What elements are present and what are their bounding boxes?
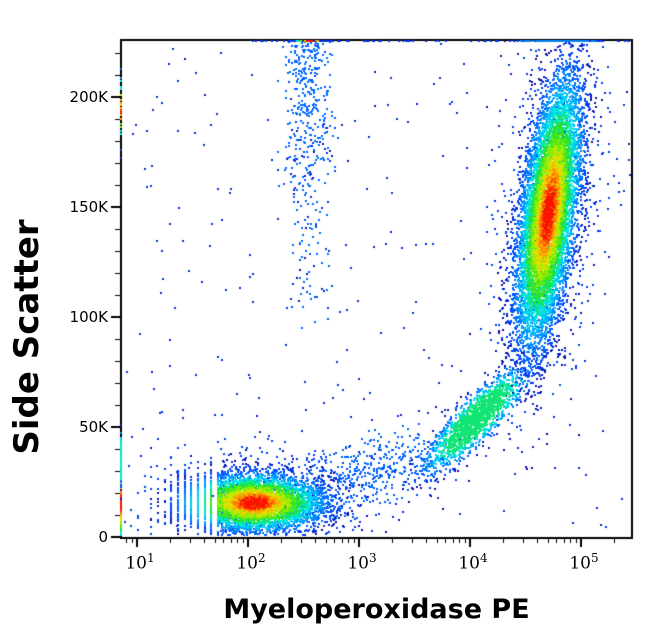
y-tick-label-50K: 50K — [79, 418, 108, 436]
x-tick-label-10e3: 103 — [347, 551, 377, 574]
x-tick-label-10e5: 105 — [569, 551, 599, 574]
y-tick-label-200K: 200K — [69, 88, 108, 106]
x-tick-label-10e1: 101 — [125, 551, 155, 574]
x-axis-title: Myeloperoxidase PE — [223, 594, 530, 625]
x-tick-label-10e4: 104 — [458, 551, 488, 574]
y-tick-label-100K: 100K — [69, 308, 108, 326]
y-tick-label-150K: 150K — [69, 198, 108, 216]
x-tick-label-10e2: 102 — [236, 551, 266, 574]
y-tick-label-0: 0 — [98, 528, 108, 546]
